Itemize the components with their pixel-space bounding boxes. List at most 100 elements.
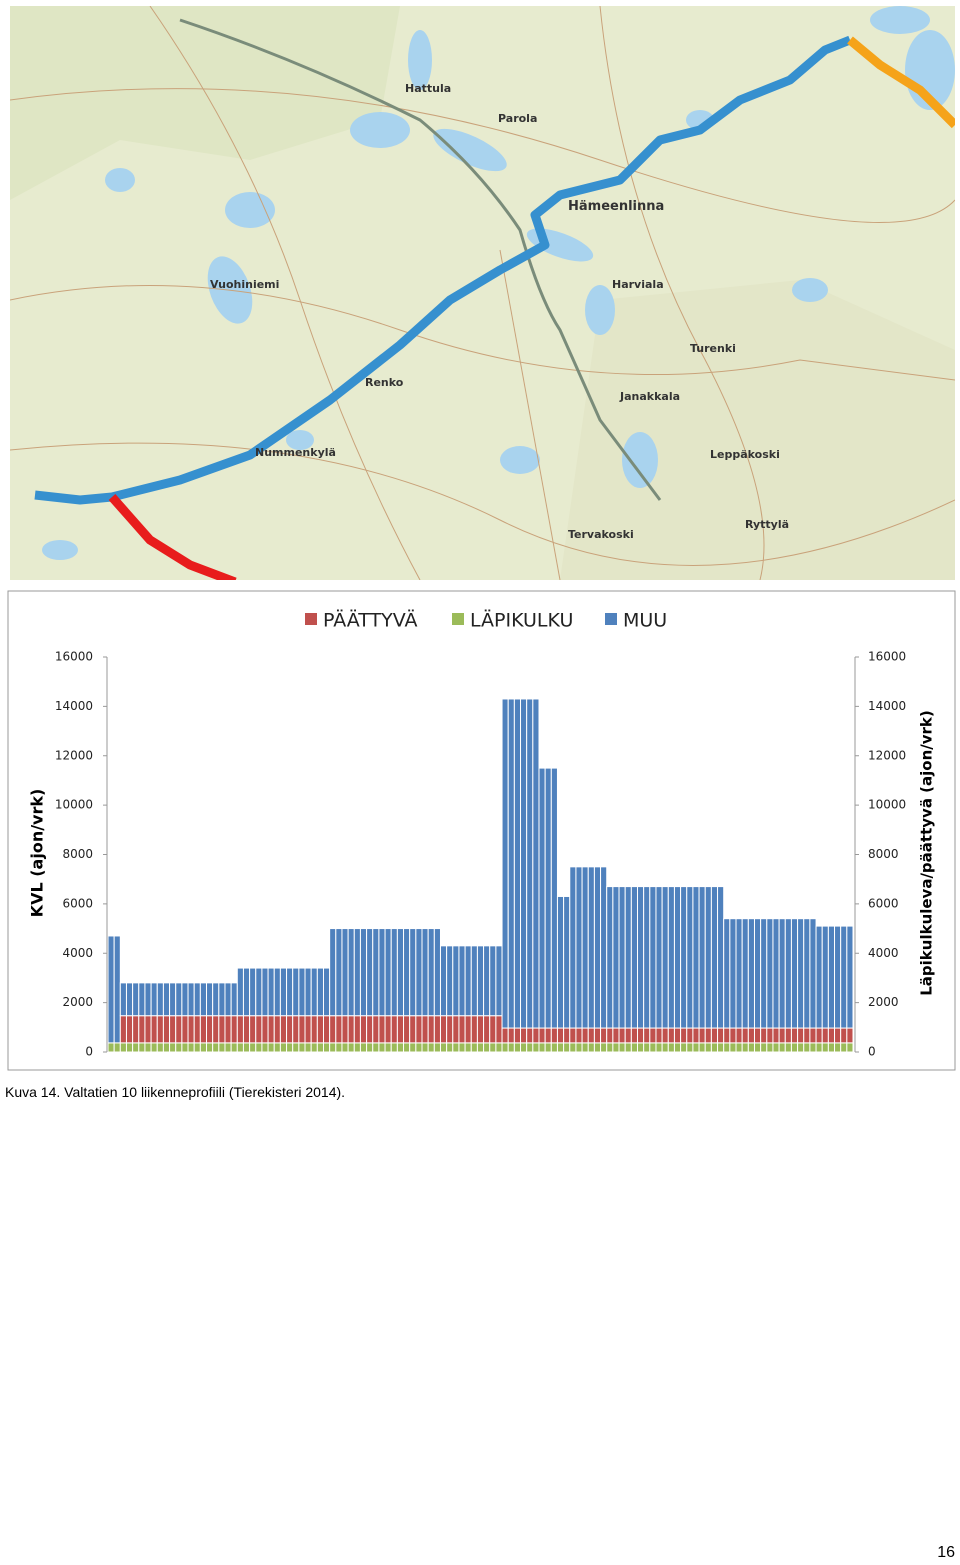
bar-segment [359,1015,368,1044]
y-tick-label: 8000 [62,847,93,861]
bar-segment [624,1042,632,1053]
bar-segment [686,1042,694,1053]
bar-segment [470,1015,478,1044]
bar-segment [335,928,343,1017]
bar-segment [569,1027,577,1044]
bar-segment [452,945,460,1017]
bar-segment [618,1042,626,1053]
bar-segment [403,1042,411,1053]
map: Hämeenlinna Hattula Turenki Janakkala Te… [10,6,955,580]
bar-segment [606,1042,614,1053]
bar-segment [125,982,134,1017]
bar-segment [187,1015,195,1044]
bar-segment [212,1015,220,1044]
bar-segment [778,1027,786,1044]
bar-segment [655,886,663,1029]
bar-segment [550,1042,558,1053]
bar-segment [138,1015,146,1044]
bar-segment [421,928,429,1017]
bar-segment [322,1042,331,1053]
bar-segment [667,1042,675,1053]
bar-segment [409,1015,417,1044]
bar-segment [181,1015,189,1044]
y2-tick-label: 10000 [868,798,906,812]
bar-segment [821,1042,829,1053]
bar-segment [249,967,257,1017]
bar-segment [279,967,288,1017]
bar-segment [304,1042,312,1053]
y-tick-label: 12000 [55,748,93,762]
bar-segment [575,1027,583,1044]
bar-segment [809,1042,817,1053]
bar-segment [587,1027,595,1044]
bar-segment [686,886,694,1029]
bar-segment [815,1042,823,1053]
bar-segment [310,1042,318,1053]
map-label: Renko [365,376,404,389]
bar-segment [439,1015,448,1044]
bar-segment [273,967,281,1017]
y-tick-label: 10000 [55,798,93,812]
bar-segment [513,1042,522,1053]
bar-segment [242,967,251,1017]
bar-segment [316,1042,324,1053]
bar-segment [692,886,700,1029]
bar-segment [421,1015,429,1044]
bar-segment [470,1042,478,1053]
bar-segment [156,1042,164,1053]
bar-segment [513,1027,522,1044]
bar-segment [329,1042,337,1053]
bar-segment [556,1027,565,1044]
bar-segment [827,1042,836,1053]
bar-segment [846,925,854,1029]
bar-segment [162,1015,171,1044]
bar-segment [169,1042,177,1053]
bar-segment [175,982,183,1017]
bar-segment [790,918,799,1029]
bar-segment [261,967,269,1017]
bar-segment [550,1027,558,1044]
map-label: Vuohiniemi [210,278,279,291]
bar-segment [138,982,146,1017]
bar-segment [187,1042,195,1053]
bar-segment [119,1042,127,1053]
bar-segment [169,1015,177,1044]
bar-segment [199,1015,208,1044]
bar-segment [212,1042,220,1053]
bar-segment [803,1042,811,1053]
legend-swatch [305,613,317,625]
bar-segment [766,1042,774,1053]
bar-segment [661,886,669,1029]
bar-segment [723,1042,731,1053]
y2-tick-label: 8000 [868,847,899,861]
bar-segment [359,928,368,1017]
bar-segment [735,1042,743,1053]
legend-swatch [452,613,464,625]
bar-segment [341,928,349,1017]
bar-segment [489,1015,497,1044]
bar-segment [199,1042,208,1053]
bar-segment [778,918,786,1029]
y-tick-label: 4000 [62,946,93,960]
bar-segment [532,1027,540,1044]
bar-segment [384,1042,392,1053]
bar-segment [353,1042,361,1053]
bar-segment [729,918,737,1029]
bar-segment [476,1042,485,1053]
bar-segment [698,1027,706,1044]
bar-segment [673,886,682,1029]
bar-segment [834,1027,842,1044]
y2-tick-label: 2000 [868,995,899,1009]
bar-segment [396,1015,405,1044]
bar-segment [723,1027,731,1044]
bar-segment [249,1015,257,1044]
bar-segment [606,1027,614,1044]
bar-segment [427,928,435,1017]
bar-segment [637,1027,645,1044]
bar-segment [218,982,226,1017]
bar-segment [704,1042,712,1053]
bar-segment [600,1027,608,1044]
bar-segment [550,767,558,1029]
bar-segment [230,1042,238,1053]
bar-segment [501,698,509,1029]
